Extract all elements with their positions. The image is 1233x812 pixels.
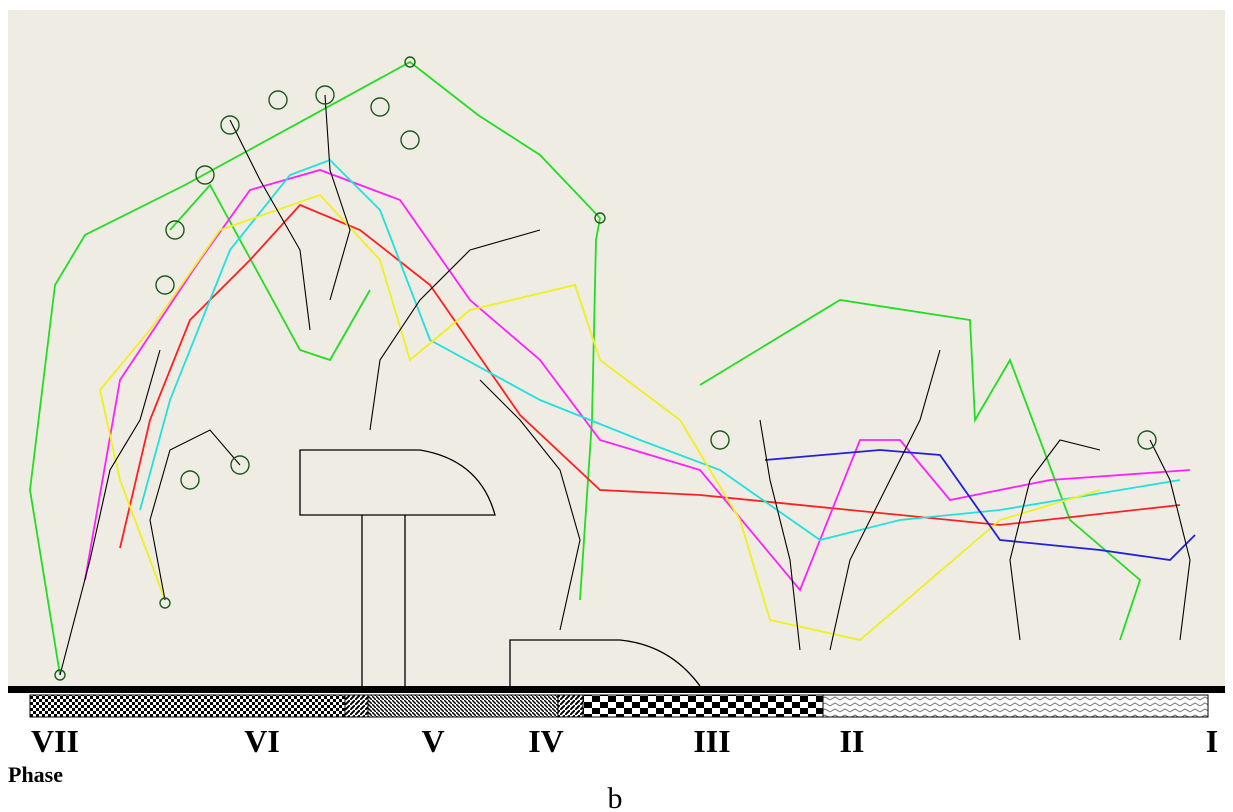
caption: b: [608, 782, 623, 812]
plot-background: [8, 10, 1225, 686]
phase-labels: VII VI V IV III II I: [31, 723, 1218, 759]
stick-figures: [59, 94, 1191, 676]
phase-label: VI: [244, 723, 280, 759]
axis-label: Phase: [8, 762, 63, 787]
phase-label: III: [693, 723, 730, 759]
phase-label: VII: [31, 723, 79, 759]
phase-label: IV: [528, 723, 564, 759]
phase-label: II: [840, 723, 865, 759]
floor: [8, 686, 1225, 693]
apparatus: [299, 449, 701, 687]
phase-label: V: [421, 723, 444, 759]
phase-label: I: [1206, 723, 1218, 759]
phase-bar: [29, 694, 1209, 718]
joint-markers: [54, 56, 1157, 681]
trajectories: [29, 60, 1196, 676]
